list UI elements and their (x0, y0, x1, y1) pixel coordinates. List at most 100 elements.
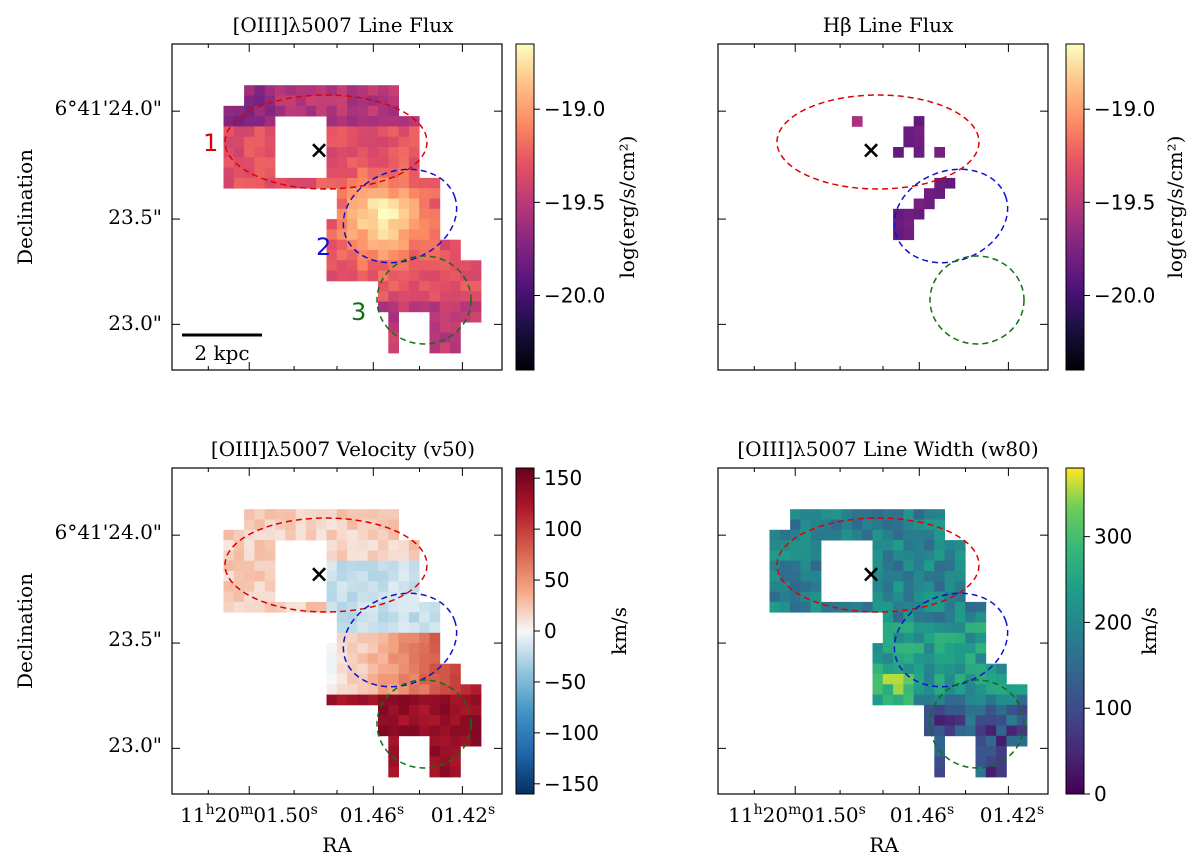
heatmap-pixel (357, 550, 369, 562)
heatmap-pixel (996, 725, 1007, 737)
heatmap-pixel (326, 239, 338, 251)
heatmap-pixel (429, 684, 441, 695)
heatmap-pixel (800, 509, 812, 520)
heatmap-pixel (882, 601, 894, 613)
heatmap-pixel (223, 116, 235, 127)
colorbar (1065, 43, 1085, 371)
heatmap-pixel (893, 540, 904, 551)
heatmap-pixel (326, 694, 338, 706)
heatmap-pixel (388, 157, 399, 168)
heatmap-pixel (893, 622, 904, 634)
heatmap-pixel (965, 612, 976, 623)
heatmap-pixel (347, 239, 358, 251)
heatmap-pixel (450, 684, 461, 695)
heatmap-pixel (934, 177, 945, 189)
heatmap-pixel (882, 581, 894, 592)
heatmap-pixel (388, 291, 399, 302)
heatmap-pixel (893, 591, 904, 603)
heatmap-pixel (398, 674, 410, 685)
heatmap-pixel (264, 95, 276, 107)
heatmap-pixel (367, 643, 379, 654)
heatmap-pixel (388, 219, 399, 230)
heatmap-pixel (367, 674, 379, 685)
heatmap-pixel (810, 540, 822, 551)
heatmap-pixel (378, 632, 389, 644)
heatmap-pixel (800, 601, 812, 613)
region-3-ellipse (376, 255, 472, 345)
heatmap-pixel (439, 311, 451, 323)
panel-title: [OIII]λ5007 Line Width (w80) (737, 437, 1038, 461)
heatmap-pixel (841, 509, 853, 520)
heatmap-pixel (439, 291, 451, 302)
heatmap-pixel (460, 280, 472, 292)
heatmap-pixel (367, 85, 379, 96)
heatmap-pixel (975, 694, 987, 706)
heatmap-pixel (934, 756, 945, 768)
heatmap-pixel (924, 550, 935, 562)
panel-title: [OIII]λ5007 Line Flux (233, 13, 455, 37)
heatmap-pixel (954, 643, 966, 654)
heatmap-pixel (398, 581, 410, 592)
heatmap-pixel (357, 632, 369, 644)
heatmap-pixel (882, 694, 894, 706)
heatmap-pixel (326, 147, 338, 158)
heatmap-pixel (450, 311, 461, 323)
heatmap-pixel (924, 663, 935, 675)
heatmap-pixel (439, 694, 451, 706)
heatmap-pixel (378, 643, 389, 654)
heatmap-pixel (862, 529, 873, 541)
heatmap-pixel (872, 581, 884, 592)
heatmap-pixel (903, 126, 915, 138)
heatmap-pixel (893, 571, 904, 582)
heatmap-pixel (893, 560, 904, 572)
heatmap-pixel (244, 550, 255, 562)
heatmap-pixel (954, 725, 966, 737)
heatmap-pixel (388, 239, 399, 251)
heatmap-pixel (893, 550, 904, 562)
heatmap-pixel (429, 332, 441, 344)
heatmap-pixel (429, 643, 441, 654)
heatmap-pixel (460, 270, 472, 282)
heatmap-pixel (460, 704, 472, 716)
heatmap-pixel (233, 116, 245, 127)
heatmap-pixel (429, 632, 441, 644)
heatmap-pixel (378, 239, 389, 251)
heatmap-pixel (264, 509, 276, 520)
heatmap-pixel (810, 550, 822, 562)
heatmap-pixel (326, 684, 338, 695)
heatmap-pixel (790, 519, 801, 531)
heatmap-pixel (903, 694, 915, 706)
colorbar (515, 43, 535, 371)
heatmap-pixel (388, 560, 399, 572)
heatmap-pixel (347, 529, 358, 541)
heatmap-pixel (429, 342, 441, 354)
heatmap-pixel (408, 622, 420, 634)
heatmap-pixel (233, 540, 245, 551)
heatmap-pixel (872, 601, 884, 613)
heatmap-pixel (357, 529, 369, 541)
heatmap-pixel (336, 529, 348, 541)
heatmap-pixel (934, 519, 945, 531)
heatmap-pixel (398, 280, 410, 292)
panel-title: Hβ Line Flux (823, 13, 954, 37)
heatmap-pixel (419, 239, 430, 251)
heatmap-pixel (996, 746, 1007, 757)
heatmap-pixel (357, 540, 369, 551)
heatmap-pixel (882, 663, 894, 675)
x-axis-label: RA (322, 833, 352, 856)
heatmap-pixel (903, 622, 915, 634)
heatmap-pixel (470, 704, 482, 716)
heatmap-pixel (388, 622, 399, 634)
heatmap-pixel (367, 208, 379, 220)
heatmap-pixel (326, 177, 338, 189)
heatmap-pixel (336, 632, 348, 644)
heatmap-pixel (429, 663, 441, 675)
heatmap-pixel (934, 529, 945, 541)
heatmap-pixel (264, 571, 276, 582)
heatmap-pixel (254, 116, 266, 127)
heatmap-pixel (913, 560, 925, 572)
heatmap-pixel (439, 342, 451, 354)
heatmap-pixel (996, 704, 1007, 716)
heatmap-pixel (408, 653, 420, 665)
heatmap-pixel (882, 632, 894, 644)
